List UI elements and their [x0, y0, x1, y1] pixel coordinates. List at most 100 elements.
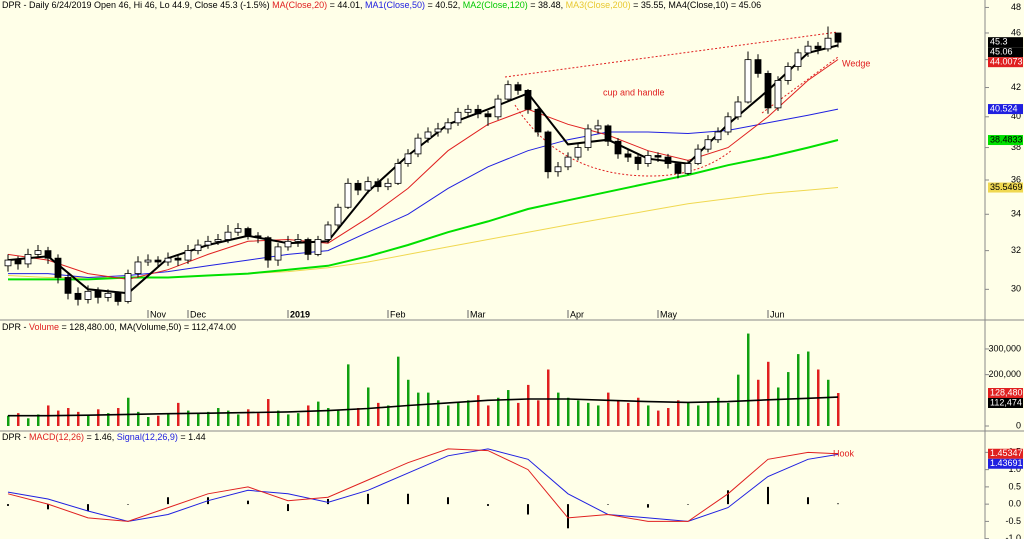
volume-bar: [217, 408, 220, 426]
volume-bar: [347, 364, 350, 426]
header-part: MA1(Close,50): [365, 0, 425, 10]
y-tick-label: 42: [1011, 82, 1021, 92]
volume-bar: [427, 392, 430, 426]
volume-bar: [707, 401, 710, 426]
y-tick-label: 46: [1011, 27, 1021, 37]
y-tick-label: 38: [1011, 142, 1021, 152]
volume-bar: [7, 415, 10, 426]
volume-bar: [457, 402, 460, 426]
candle-body: [434, 128, 442, 133]
candle-body: [614, 140, 622, 155]
candle-body: [704, 139, 712, 150]
histogram-bar: [247, 500, 249, 505]
y-tick-label: 48: [1011, 2, 1021, 12]
y-tick-label: 200,000: [988, 369, 1021, 379]
volume-bar: [307, 405, 310, 426]
volume-bar: [27, 418, 30, 426]
volume-bar: [377, 402, 380, 426]
volume-bar: [437, 400, 440, 426]
volume-bar: [257, 413, 260, 426]
candle-body: [344, 182, 352, 208]
candle-body: [374, 181, 382, 188]
volume-bar: [237, 414, 240, 426]
candle-body: [454, 111, 462, 124]
volume-bar: [167, 414, 170, 426]
value-box-label: 45.06: [990, 47, 1013, 57]
histogram-bar: [647, 504, 649, 508]
candle-body: [64, 277, 72, 294]
header-part: Volume: [29, 322, 59, 332]
candle-body: [204, 240, 212, 246]
candle-body: [444, 122, 452, 130]
annotation: Wedge: [842, 58, 870, 68]
value-box-label: 112,474: [990, 397, 1022, 407]
header-part: = 1.46,: [84, 432, 117, 442]
volume-bar: [117, 408, 120, 426]
volume-bar: [677, 400, 680, 426]
candle-body: [314, 239, 322, 255]
candle-body: [474, 108, 482, 115]
volume-bar: [507, 390, 510, 426]
candle-body: [194, 244, 202, 252]
candle-body: [794, 52, 802, 67]
candle-body: [294, 239, 302, 242]
candle-body: [364, 181, 372, 191]
volume-bar: [397, 356, 400, 426]
volume-bar: [157, 415, 160, 426]
volume-bar: [647, 405, 650, 426]
candle-body: [814, 45, 822, 50]
volume-bar: [737, 374, 740, 426]
x-tick-label: Apr: [570, 309, 584, 319]
volume-bar: [407, 379, 410, 426]
indicator-line: [7, 448, 839, 522]
volume-bar: [127, 397, 130, 426]
volume-bar: [717, 397, 720, 426]
candle-body: [414, 137, 422, 155]
candle-body: [44, 250, 52, 259]
volume-bar: [697, 405, 700, 426]
wedge-line: [504, 31, 839, 78]
value-box: [988, 135, 1023, 146]
header-part: = 44.01,: [327, 0, 365, 10]
volume-bar: [777, 387, 780, 426]
value-box-label: 44.0073: [990, 57, 1023, 67]
candle-body: [254, 235, 262, 239]
candle-body: [584, 128, 592, 148]
volume-bar: [87, 415, 90, 426]
candle-body: [244, 228, 252, 237]
value-box-label: 38.4833: [990, 134, 1023, 144]
header-part: = 128,480.00, MA(Volume,50) = 112,474.00: [59, 322, 236, 332]
value-box: [988, 47, 1023, 58]
x-tick-label: May: [660, 309, 678, 319]
volume-bar: [207, 411, 210, 426]
value-box-label: 128,480: [990, 387, 1023, 397]
candle-body: [624, 153, 632, 158]
volume-bar: [327, 408, 330, 426]
value-box-label: 40.524: [990, 103, 1018, 113]
header-part: MA(Close,20): [272, 0, 327, 10]
volume-bar: [287, 414, 290, 426]
candle-body: [694, 148, 702, 164]
volume-bar: [417, 392, 420, 426]
candle-body: [104, 292, 112, 298]
header-part: MA3(Close,200): [566, 0, 631, 10]
histogram-bar: [7, 504, 9, 506]
candle-body: [714, 131, 722, 141]
candle-body: [404, 153, 412, 164]
annotation: Hook: [833, 448, 855, 458]
volume-bar: [637, 397, 640, 426]
histogram-bar: [567, 504, 569, 529]
candle-body: [84, 290, 92, 300]
volume-bar: [557, 392, 560, 426]
y-tick-label: -0.5: [1005, 516, 1021, 526]
candle-body: [784, 66, 792, 81]
histogram-bar: [767, 486, 769, 505]
volume-bar: [57, 410, 60, 426]
header-part: MA2(Close,120): [463, 0, 528, 10]
histogram-bar: [487, 504, 489, 506]
candle-body: [524, 89, 532, 110]
volume-bar: [767, 361, 770, 426]
y-tick-label: 36: [1011, 174, 1021, 184]
candle-body: [264, 237, 272, 261]
